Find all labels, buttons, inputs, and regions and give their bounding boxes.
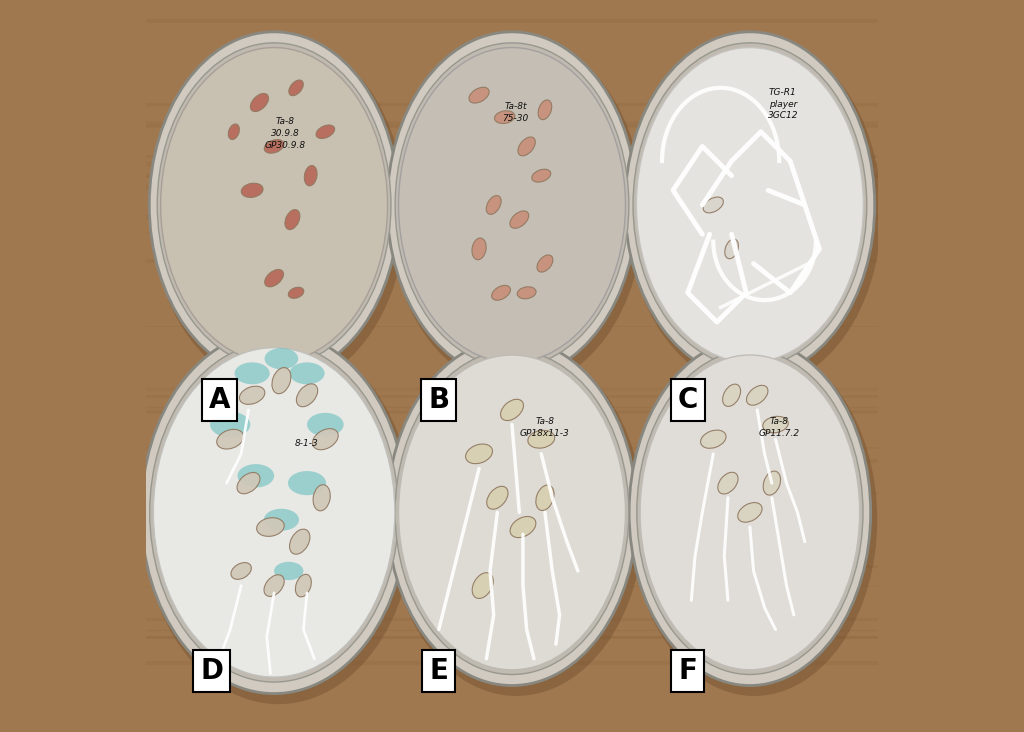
Ellipse shape [395, 351, 629, 674]
Ellipse shape [152, 36, 406, 389]
Ellipse shape [313, 485, 331, 511]
Text: Ta-8t
75-30: Ta-8t 75-30 [503, 102, 528, 123]
Ellipse shape [640, 355, 860, 670]
Ellipse shape [285, 209, 300, 230]
Ellipse shape [272, 367, 291, 394]
Ellipse shape [274, 562, 303, 580]
Ellipse shape [398, 48, 626, 362]
Ellipse shape [492, 285, 510, 300]
Ellipse shape [304, 165, 317, 186]
Text: TG-R1
player
3GC12: TG-R1 player 3GC12 [768, 88, 798, 121]
Ellipse shape [472, 238, 486, 260]
Text: E: E [429, 657, 449, 685]
Ellipse shape [264, 348, 298, 369]
Ellipse shape [257, 518, 285, 537]
Ellipse shape [632, 343, 878, 696]
Text: F: F [678, 657, 697, 685]
Ellipse shape [290, 362, 325, 384]
Ellipse shape [495, 111, 515, 124]
Ellipse shape [510, 211, 528, 228]
Ellipse shape [486, 195, 501, 214]
Ellipse shape [718, 472, 738, 494]
Ellipse shape [288, 471, 326, 495]
Ellipse shape [398, 355, 626, 670]
Ellipse shape [395, 43, 629, 367]
Ellipse shape [387, 31, 637, 378]
Ellipse shape [723, 384, 740, 406]
Ellipse shape [290, 529, 310, 554]
Ellipse shape [251, 94, 268, 111]
Ellipse shape [237, 472, 260, 494]
Ellipse shape [629, 340, 870, 685]
Ellipse shape [228, 124, 240, 140]
Ellipse shape [389, 343, 643, 696]
Ellipse shape [700, 430, 726, 448]
Ellipse shape [633, 43, 866, 367]
Text: Ta-8
GP18x11-3: Ta-8 GP18x11-3 [520, 417, 569, 438]
Ellipse shape [289, 287, 304, 299]
Ellipse shape [501, 399, 523, 421]
Text: D: D [201, 657, 223, 685]
Ellipse shape [217, 430, 244, 449]
Ellipse shape [637, 48, 863, 362]
Ellipse shape [150, 31, 399, 378]
Text: Ta-8
30.9.8
GP30.9.8: Ta-8 30.9.8 GP30.9.8 [264, 117, 305, 150]
Ellipse shape [703, 197, 723, 213]
Ellipse shape [389, 36, 643, 389]
Ellipse shape [158, 43, 391, 367]
Ellipse shape [295, 575, 311, 597]
Ellipse shape [539, 100, 552, 119]
Ellipse shape [234, 362, 269, 384]
Ellipse shape [210, 411, 250, 438]
Ellipse shape [527, 430, 555, 448]
Ellipse shape [466, 444, 493, 463]
Ellipse shape [536, 485, 554, 510]
Ellipse shape [161, 48, 387, 362]
Ellipse shape [238, 464, 274, 488]
Ellipse shape [242, 183, 263, 198]
Ellipse shape [472, 572, 494, 599]
Ellipse shape [316, 125, 335, 138]
Ellipse shape [517, 287, 537, 299]
Ellipse shape [486, 486, 508, 509]
Ellipse shape [289, 80, 303, 96]
Ellipse shape [510, 517, 536, 537]
Ellipse shape [143, 335, 414, 704]
Ellipse shape [725, 239, 738, 258]
Ellipse shape [518, 137, 536, 156]
Ellipse shape [763, 471, 780, 495]
Ellipse shape [625, 31, 874, 378]
Text: A: A [209, 386, 230, 414]
Ellipse shape [264, 269, 284, 287]
Text: B: B [428, 386, 450, 414]
Ellipse shape [628, 36, 882, 389]
Ellipse shape [637, 351, 863, 674]
Ellipse shape [469, 87, 489, 103]
Ellipse shape [154, 348, 395, 677]
Text: Ta-8
GP11.7.2: Ta-8 GP11.7.2 [759, 417, 800, 438]
Text: 8-1-3: 8-1-3 [295, 439, 318, 448]
Ellipse shape [307, 413, 344, 436]
Ellipse shape [264, 509, 299, 531]
Ellipse shape [264, 575, 285, 597]
Text: C: C [678, 386, 698, 414]
Ellipse shape [240, 386, 265, 404]
Ellipse shape [312, 429, 338, 449]
Ellipse shape [264, 140, 284, 153]
Ellipse shape [763, 417, 788, 433]
Ellipse shape [231, 563, 251, 579]
Ellipse shape [387, 340, 637, 685]
Ellipse shape [746, 385, 768, 406]
Ellipse shape [141, 331, 407, 694]
Ellipse shape [737, 503, 762, 522]
Ellipse shape [531, 169, 551, 182]
Ellipse shape [296, 384, 317, 407]
Ellipse shape [537, 255, 553, 272]
Ellipse shape [150, 343, 398, 682]
